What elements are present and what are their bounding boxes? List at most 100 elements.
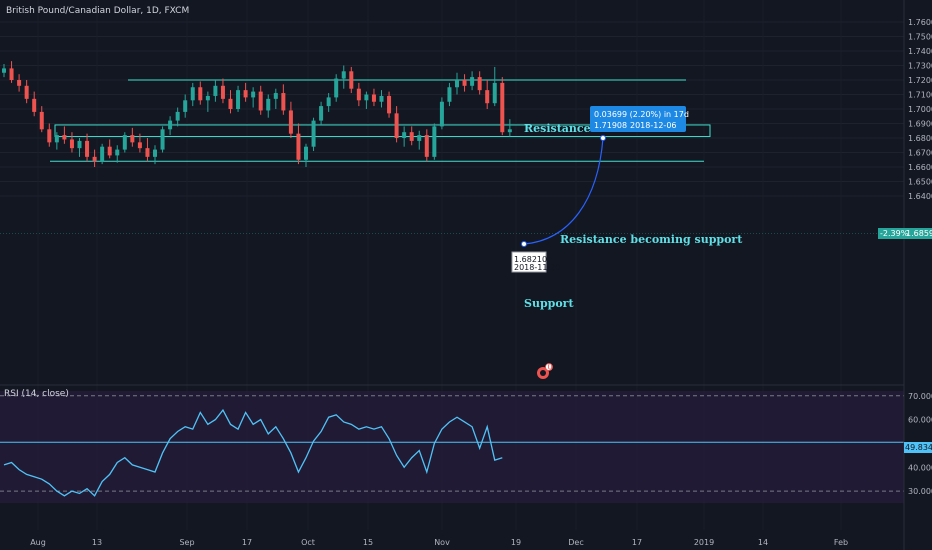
time-tick-label: Feb <box>834 538 848 547</box>
current-price-tag: -2.39% 1.68599 <box>878 228 932 239</box>
candle-body <box>145 148 150 157</box>
candle-body <box>258 91 263 111</box>
candle-body <box>190 87 195 101</box>
candle-body <box>130 135 135 143</box>
candle-body <box>424 135 429 157</box>
candle-body <box>462 80 467 86</box>
candle-body <box>402 132 407 138</box>
projection-end-point <box>600 135 606 141</box>
candle-body <box>243 90 248 98</box>
candle-body <box>296 133 301 160</box>
event-icon[interactable]: 0 <box>537 363 553 380</box>
price-tick-label: 1.72000 <box>908 76 932 85</box>
rsi-line <box>3 408 503 497</box>
candle-body <box>107 146 112 156</box>
candle-body <box>9 68 14 80</box>
candle-body <box>387 95 392 114</box>
price-tick-label: 1.69000 <box>908 120 932 129</box>
time-axis[interactable]: Aug 13 Sep 17 Oct 15 Nov 19 Dec 17 2019 14 Feb <box>30 538 848 547</box>
time-tick-label: 17 <box>632 538 642 547</box>
price-tick-label: 1.71000 <box>908 91 932 100</box>
candle-body <box>470 77 475 86</box>
candle-body <box>17 80 22 86</box>
candle-body <box>77 140 82 149</box>
candle-body <box>341 71 346 79</box>
rsi-tick-label: 60.0000 <box>908 416 932 425</box>
candle-body <box>168 120 173 130</box>
candle-body <box>183 100 188 112</box>
candle-body <box>319 106 324 121</box>
candle-body <box>288 110 293 134</box>
low-price-tooltip: 1.68210 2018-11-20 <box>511 251 561 273</box>
rsi-tick-label: 30.0000 <box>908 487 932 496</box>
projection-curve <box>523 137 604 245</box>
time-tick-label: 15 <box>363 538 373 547</box>
rsi-panel-background <box>0 391 904 503</box>
rsi-levels <box>0 395 904 492</box>
measure-target-date: 2018-12-06 <box>630 121 677 130</box>
candle-body <box>477 77 482 91</box>
candle-body <box>439 101 444 127</box>
price-tick-label: 1.68000 <box>908 134 932 143</box>
candle-body <box>236 90 241 109</box>
candle-body <box>304 146 308 160</box>
candle-body <box>311 120 316 147</box>
candle-body <box>160 129 165 150</box>
candles <box>2 61 512 167</box>
candle-body <box>115 149 120 156</box>
resistance-label: Resistance <box>524 122 591 135</box>
time-tick-label: Nov <box>434 538 450 547</box>
rsi-tick-label: 40.0000 <box>908 463 932 472</box>
candle-body <box>32 98 37 112</box>
event-icon-count: 0 <box>548 363 553 372</box>
candle-body <box>24 85 29 99</box>
time-tick-label: Dec <box>568 538 583 547</box>
candle-body <box>417 135 422 141</box>
low-price-date: 2018-11-20 <box>514 263 561 272</box>
rsi-title: RSI (14, close) <box>4 389 69 399</box>
price-tick-label: 1.64000 <box>908 192 932 201</box>
candle-body <box>394 113 399 138</box>
rsi-tick-label: 70.0000 <box>908 392 932 401</box>
candle-body <box>39 111 44 130</box>
candle-body <box>153 149 157 157</box>
rsi-value: 49.8340 <box>905 443 932 452</box>
price-tick-label: 1.70000 <box>908 105 932 114</box>
candle-body <box>409 132 414 141</box>
measure-box[interactable]: 0.03699 (2.20%) in 17d 1.71908 2018-12-0… <box>590 106 689 132</box>
candle-body <box>326 97 331 107</box>
time-tick-label: 17 <box>242 538 252 547</box>
candle-body <box>371 94 376 102</box>
price-tick-label: 1.67000 <box>908 149 932 158</box>
candle-body <box>447 87 452 102</box>
price-axis[interactable]: 1.76000 1.75000 1.74000 1.73000 1.72000 1.710… <box>908 18 932 201</box>
candle-body <box>500 82 505 133</box>
rsi-value-tag: 49.8340 <box>904 442 932 453</box>
candle-body <box>220 85 225 99</box>
candle-body <box>349 71 354 89</box>
candle-body <box>213 85 218 96</box>
candle-body <box>2 68 6 73</box>
candle-body <box>198 87 203 101</box>
current-change: -2.39% <box>880 229 909 238</box>
level-lines <box>50 79 711 162</box>
candle-body <box>379 95 384 102</box>
rsi-axis[interactable]: 70.0000 60.0000 40.0000 30.0000 <box>908 392 932 496</box>
time-tick-label: 13 <box>92 538 102 547</box>
candle-body <box>69 139 74 149</box>
candle-body <box>273 93 278 99</box>
candle-body <box>432 126 437 157</box>
price-tick-label: 1.74000 <box>908 47 932 56</box>
candle-body <box>266 98 271 111</box>
time-tick-label: Oct <box>301 538 315 547</box>
measure-target-price: 1.71908 <box>594 121 627 130</box>
projection-start-point <box>521 241 527 247</box>
candle-body <box>281 93 286 111</box>
candle-body <box>92 156 97 162</box>
candle-body <box>85 140 90 157</box>
current-price: 1.68599 <box>906 229 932 238</box>
time-tick-label: 19 <box>511 538 521 547</box>
candle-body <box>100 146 105 162</box>
chart-title: British Pound/Canadian Dollar, 1D, FXCM <box>6 6 189 16</box>
